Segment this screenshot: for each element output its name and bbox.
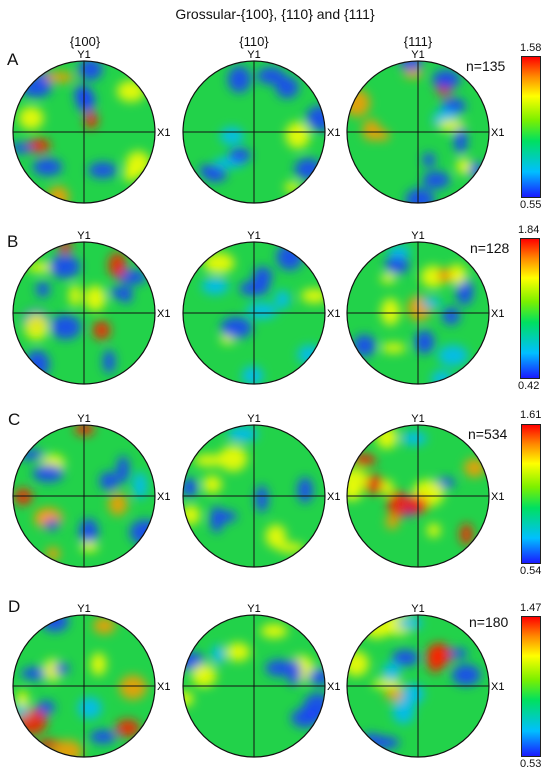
axis-label-y1: Y1 bbox=[411, 49, 424, 61]
axis-label-y1: Y1 bbox=[411, 230, 424, 242]
axis-label-y1: Y1 bbox=[77, 230, 90, 242]
axis-label-x1: X1 bbox=[327, 127, 340, 139]
axis-label-x1: X1 bbox=[157, 127, 170, 139]
pole-figure-b-3 bbox=[347, 242, 489, 384]
count-label-c: n=534 bbox=[468, 426, 508, 442]
count-label-b: n=128 bbox=[470, 240, 510, 256]
axis-label-x1: X1 bbox=[327, 308, 340, 320]
axis-label-y1: Y1 bbox=[247, 603, 260, 615]
axis-label-y1: Y1 bbox=[247, 230, 260, 242]
column-header-111: {111} bbox=[403, 34, 433, 49]
row-label-b: B bbox=[7, 232, 19, 251]
pole-figure-c-3 bbox=[347, 425, 489, 567]
axis-label-x1: X1 bbox=[157, 491, 170, 503]
colorbar-b bbox=[520, 238, 540, 379]
axis-label-x1: X1 bbox=[327, 681, 340, 693]
figure-title: Grossular-{100}, {110} and {111} bbox=[175, 6, 375, 22]
column-header-110: {110} bbox=[239, 34, 269, 49]
axis-label-x1: X1 bbox=[491, 491, 504, 503]
axis-label-x1: X1 bbox=[327, 491, 340, 503]
pole-figure-a-3 bbox=[347, 61, 489, 203]
colorbar-max-d: 1.47 bbox=[520, 602, 542, 614]
row-label-d: D bbox=[8, 597, 21, 616]
axis-label-x1: X1 bbox=[491, 127, 504, 139]
row-label-a: A bbox=[7, 50, 19, 69]
colorbar-c bbox=[521, 424, 541, 564]
colorbar-min-b: 0.42 bbox=[518, 380, 540, 392]
axis-label-y1: Y1 bbox=[247, 413, 260, 425]
pole-figure-d-3 bbox=[347, 615, 489, 757]
axis-label-x1: X1 bbox=[491, 681, 504, 693]
axis-label-y1: Y1 bbox=[77, 603, 90, 615]
colorbar-max-b: 1.84 bbox=[518, 224, 540, 236]
colorbar-a bbox=[521, 56, 541, 198]
axis-label-x1: X1 bbox=[491, 308, 504, 320]
axis-label-y1: Y1 bbox=[411, 603, 424, 615]
axis-label-x1: X1 bbox=[157, 681, 170, 693]
axis-label-x1: X1 bbox=[157, 308, 170, 320]
axis-label-y1: Y1 bbox=[411, 413, 424, 425]
colorbar-max-a: 1.58 bbox=[520, 42, 542, 54]
row-label-c: C bbox=[8, 410, 21, 429]
axis-label-y1: Y1 bbox=[247, 49, 260, 61]
count-label-a: n=135 bbox=[466, 58, 506, 74]
colorbar-min-d: 0.53 bbox=[520, 758, 542, 770]
colorbar-max-c: 1.61 bbox=[520, 409, 542, 421]
colorbar-d bbox=[521, 616, 541, 757]
count-label-d: n=180 bbox=[469, 614, 509, 630]
colorbar-min-a: 0.55 bbox=[520, 199, 542, 211]
axis-label-y1: Y1 bbox=[77, 413, 90, 425]
colorbar-min-c: 0.54 bbox=[520, 565, 542, 577]
axis-label-y1: Y1 bbox=[77, 49, 90, 61]
column-header-100: {100} bbox=[69, 34, 101, 49]
pole-figure-d-1 bbox=[13, 615, 155, 757]
